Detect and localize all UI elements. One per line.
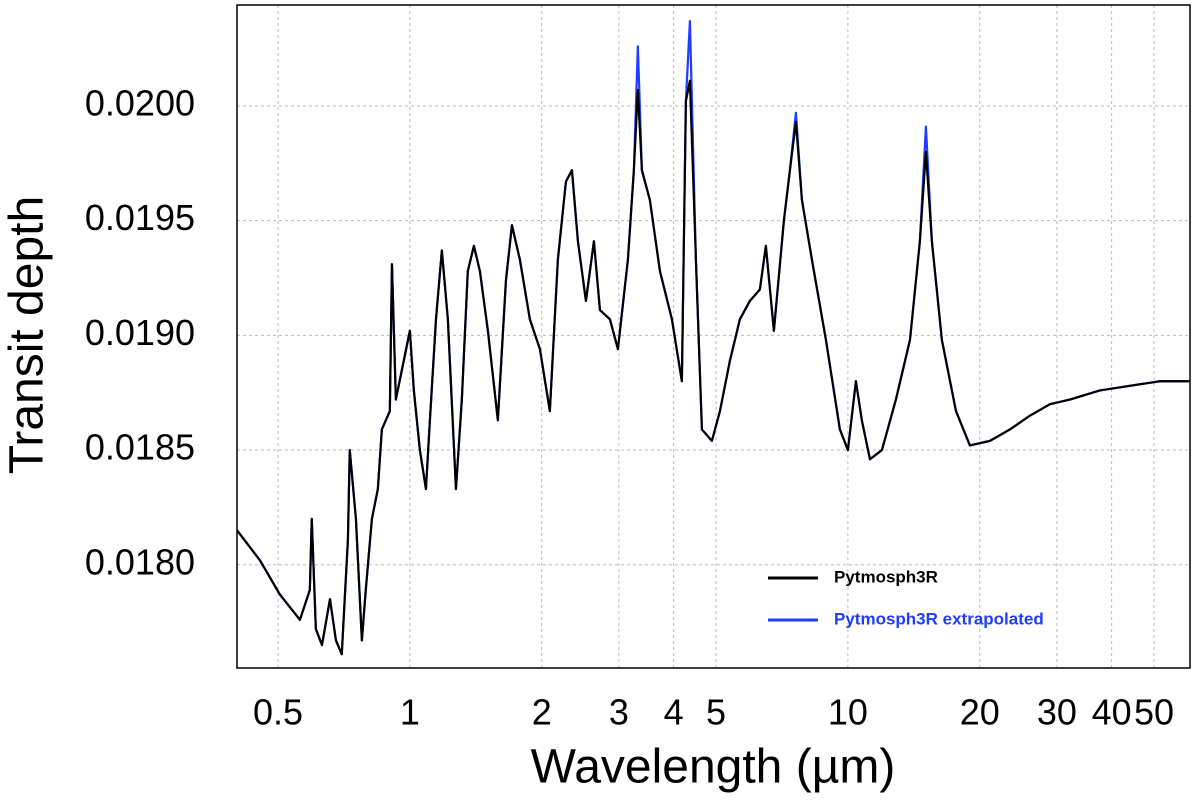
x-tick-label: 5: [706, 692, 726, 733]
plot-frame: [236, 4, 1191, 669]
y-tick-label: 0.0200: [85, 82, 195, 123]
x-tick-label: 30: [1037, 692, 1077, 733]
x-tick-label: 0.5: [253, 692, 303, 733]
y-tick-label: 0.0195: [85, 197, 195, 238]
x-tick-label: 1: [400, 692, 420, 733]
y-tick-label: 0.0190: [85, 312, 195, 353]
x-tick-label: 3: [609, 692, 629, 733]
legend-label: Pytmosph3R: [834, 567, 938, 586]
legend-label: Pytmosph3R extrapolated: [834, 609, 1044, 628]
x-axis-label: Wavelength (µm): [531, 741, 896, 794]
y-tick-label: 0.0180: [85, 541, 195, 582]
x-tick-label: 50: [1134, 692, 1174, 733]
series-line: [236, 79, 1190, 656]
x-tick-label: 2: [532, 692, 552, 733]
x-tick-label: 20: [960, 692, 1000, 733]
y-axis-label: Transit depth: [1, 196, 54, 474]
x-tick-label: 40: [1092, 692, 1132, 733]
x-tick-label: 10: [828, 692, 868, 733]
y-tick-label: 0.0185: [85, 427, 195, 468]
series-line: [236, 19, 1190, 656]
x-tick-label: 4: [664, 692, 684, 733]
